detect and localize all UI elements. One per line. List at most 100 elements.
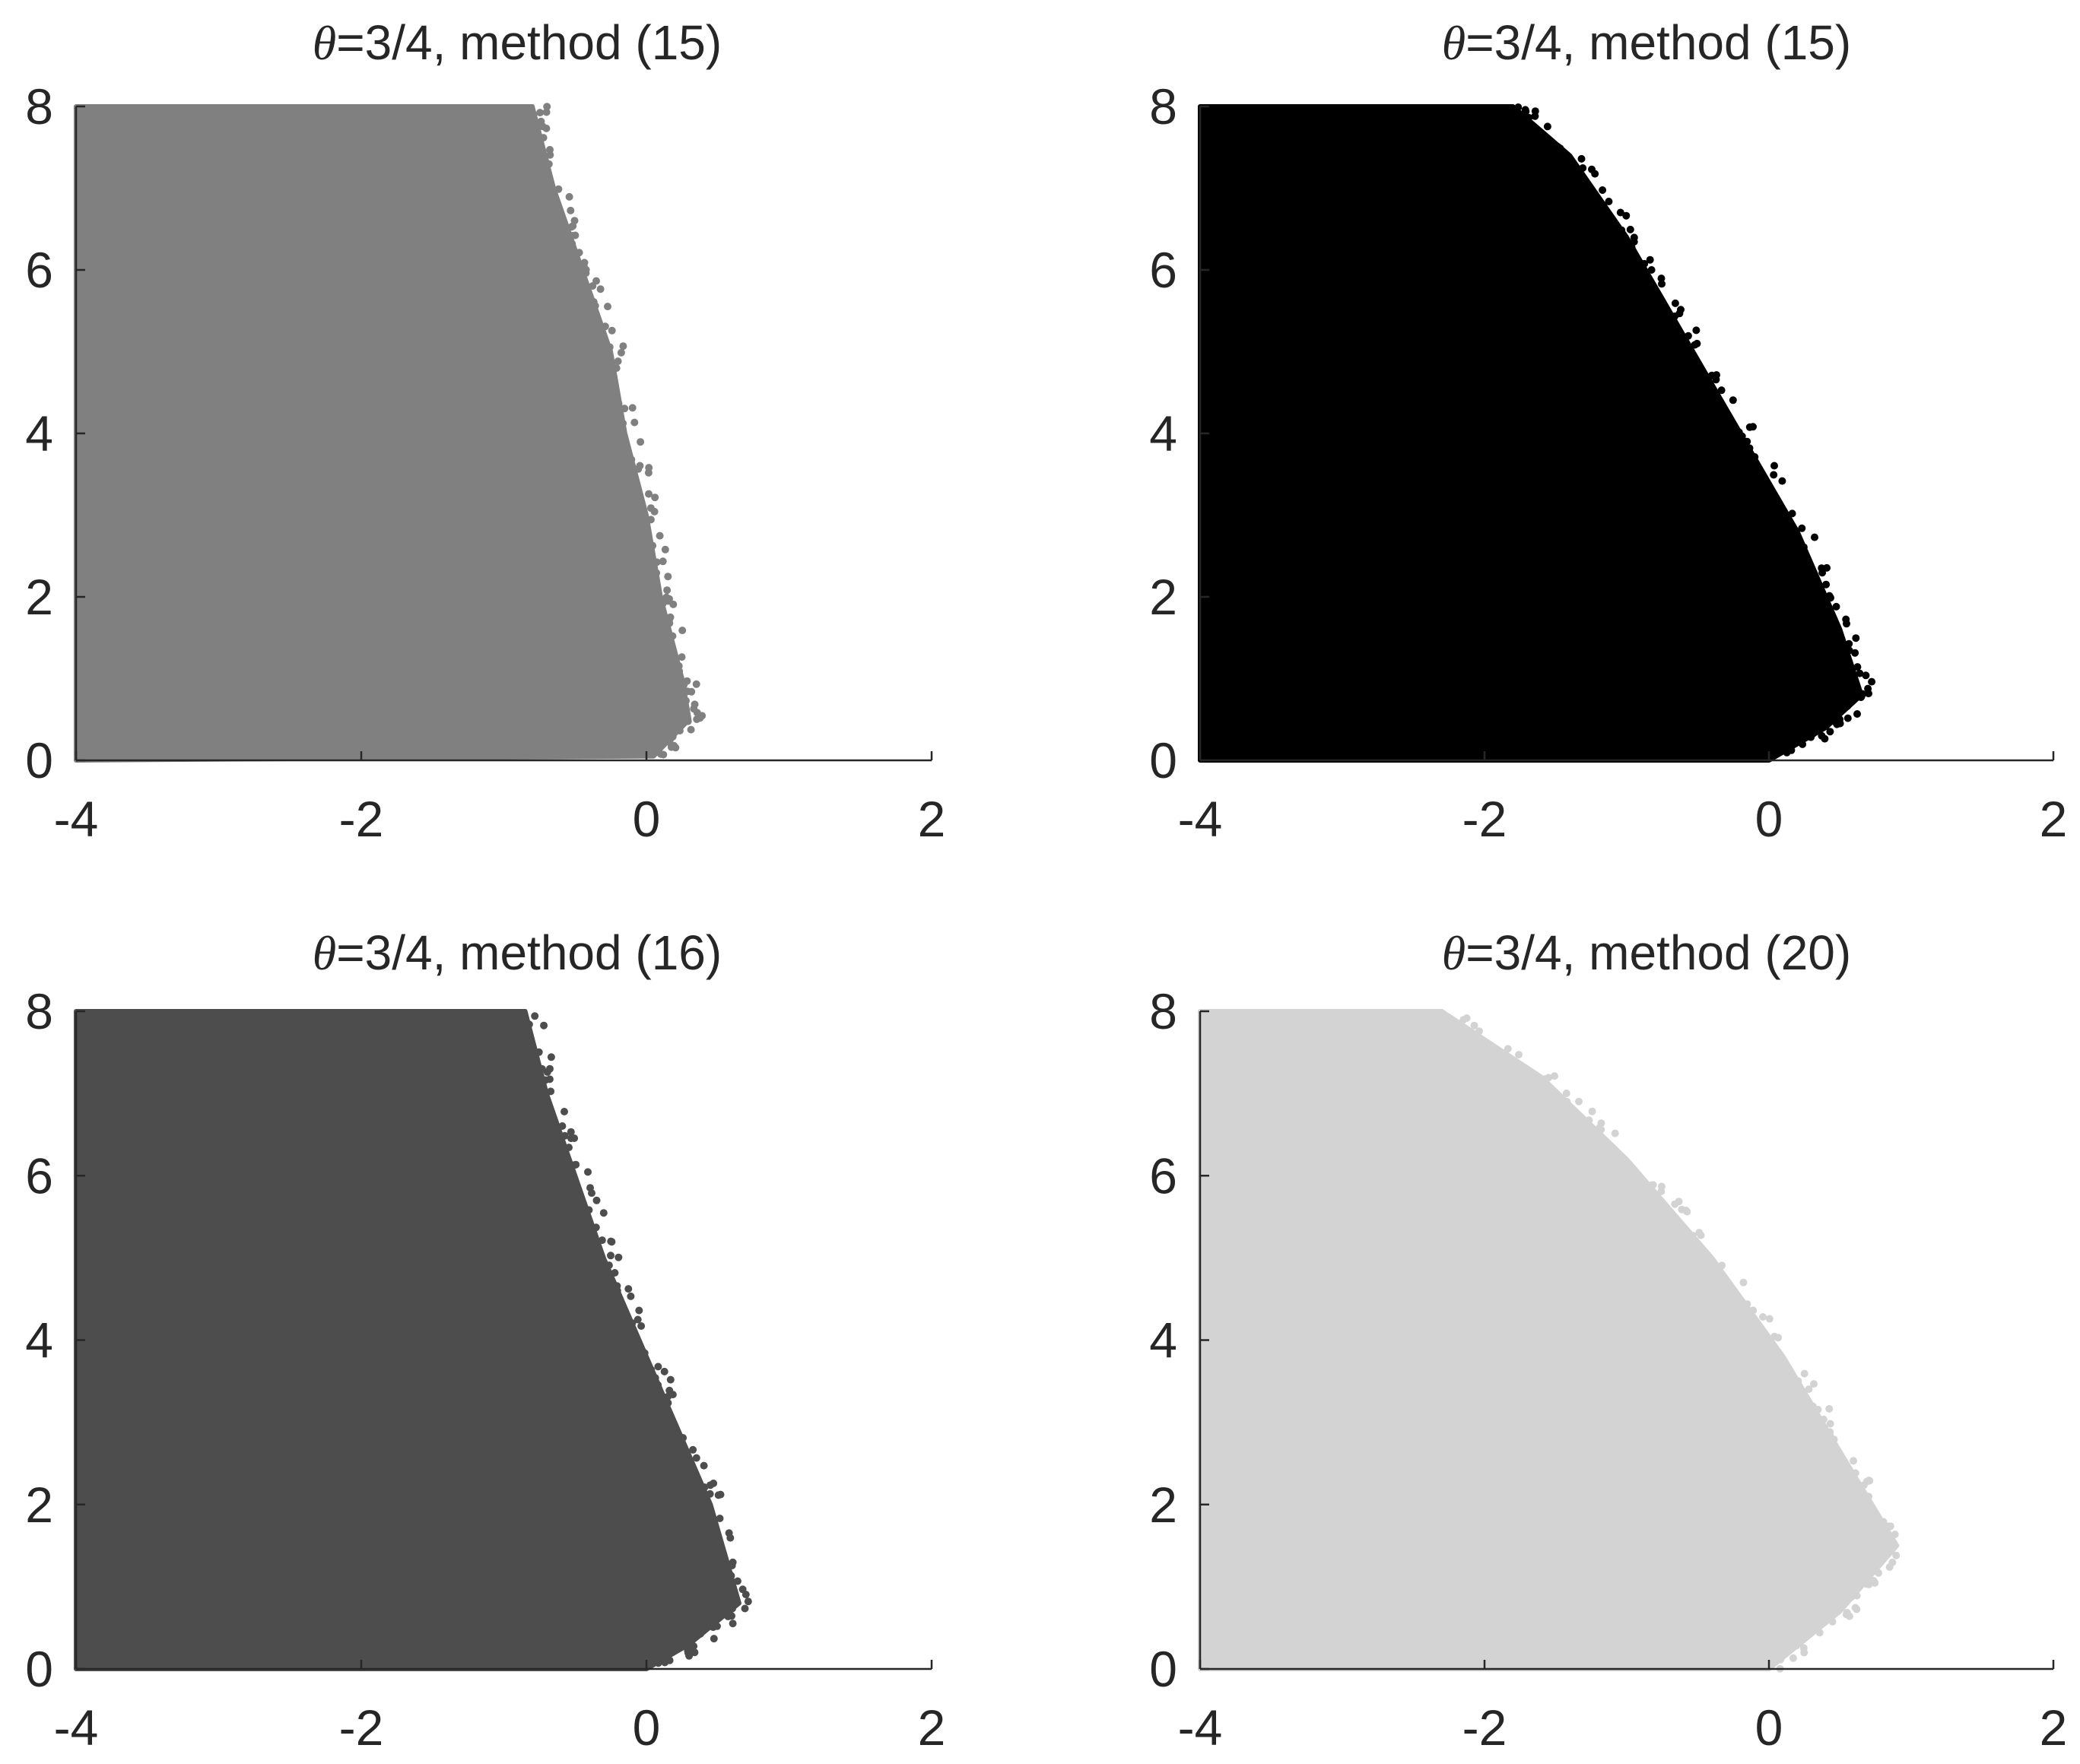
- scatter-point: [1585, 1116, 1593, 1125]
- scatter-point: [1514, 103, 1523, 111]
- scatter-point: [1671, 299, 1679, 307]
- scatter-point: [1718, 1261, 1726, 1270]
- x-tick-label: -2: [339, 791, 384, 847]
- scatter-point: [654, 1381, 662, 1389]
- scatter-point: [630, 418, 639, 427]
- scatter-point: [628, 404, 637, 412]
- scatter-point: [571, 231, 580, 240]
- scatter-point: [657, 750, 665, 758]
- scatter-point: [621, 405, 629, 413]
- scatter-point: [1793, 1642, 1801, 1650]
- y-tick-label: 8: [1149, 78, 1177, 135]
- scatter-point: [1577, 154, 1586, 163]
- scatter-point: [1806, 730, 1815, 738]
- scatter-point: [1647, 266, 1656, 274]
- scatter-point: [1713, 371, 1720, 379]
- x-tick-label: -2: [339, 1699, 384, 1756]
- scatter-point: [592, 277, 600, 285]
- scatter-point: [637, 438, 645, 446]
- scatter-point: [1853, 663, 1862, 671]
- scatter-point: [1649, 1181, 1657, 1189]
- scatter-point: [614, 1253, 623, 1261]
- scatter-point: [598, 1236, 606, 1245]
- scatter-point: [635, 1306, 643, 1315]
- scatter-point: [1825, 1404, 1834, 1413]
- scatter-points: [1198, 103, 1876, 763]
- scatter-point: [726, 1569, 734, 1578]
- scatter-point: [1470, 1021, 1478, 1030]
- scatter-point: [1783, 748, 1791, 757]
- scatter-point: [1562, 153, 1570, 161]
- scatter-point: [599, 1209, 608, 1217]
- scatter-point: [560, 1108, 568, 1115]
- scatter-point: [525, 1020, 533, 1029]
- scatter-point: [1692, 326, 1701, 335]
- scatter-point: [546, 1064, 554, 1073]
- scatter-point: [604, 303, 611, 311]
- panel-bottom-left: θ=3/4, method (16) 0 2 4 6 8 -4 -2 0 2: [25, 925, 945, 1756]
- scatter-point: [1865, 1493, 1873, 1501]
- scatter-point: [1770, 471, 1778, 479]
- x-tick-label: -2: [1462, 1699, 1507, 1756]
- scatter-point: [1799, 740, 1807, 748]
- scatter-point: [1691, 341, 1699, 349]
- scatter-point: [674, 1430, 682, 1439]
- panel-title: θ=3/4, method (16): [313, 925, 722, 980]
- scatter-point: [692, 1454, 700, 1462]
- scatter-point: [582, 265, 590, 274]
- panel-title: θ=3/4, method (15): [313, 15, 722, 70]
- scatter-point: [649, 541, 657, 550]
- scatter-point: [546, 151, 554, 159]
- axes: 0 2 4 6 8 -4 -2 0 2: [25, 983, 945, 1756]
- scatter-point: [627, 1292, 635, 1300]
- scatter-point: [666, 735, 674, 744]
- panel-top-right: θ=3/4, method (15) 0 2 4 6 8 -4 -2 0 2: [1149, 15, 2067, 847]
- point-cloud: [1198, 104, 1864, 763]
- scatter-point: [1799, 543, 1808, 551]
- scatter-point: [1770, 462, 1778, 470]
- scatter-point: [725, 1529, 733, 1537]
- scatter-point: [1759, 1313, 1767, 1321]
- scatter-point: [605, 1261, 613, 1270]
- scatter-point: [1597, 1119, 1605, 1128]
- scatter-point: [1618, 226, 1626, 234]
- x-tick-label: 0: [633, 791, 661, 847]
- scatter-point: [617, 348, 625, 357]
- scatter-point: [1622, 211, 1631, 220]
- scatter-point: [1871, 1578, 1879, 1587]
- scatter-point: [565, 1144, 573, 1152]
- scatter-point: [614, 357, 622, 366]
- scatter-point: [729, 1620, 737, 1628]
- scatter-point: [675, 667, 684, 675]
- scatter-point: [1473, 1033, 1481, 1042]
- scatter-point: [592, 1196, 601, 1204]
- panel-top-left: θ=3/4, method (15) 0 2 4 6 8 -4 -2 0 2: [25, 15, 945, 847]
- y-tick-label: 2: [25, 1477, 53, 1533]
- scatter-point: [1885, 1563, 1894, 1571]
- scatter-point: [1853, 710, 1861, 718]
- scatter-point: [583, 1214, 592, 1223]
- scatter-point: [601, 322, 609, 331]
- scatter-point: [1788, 509, 1796, 518]
- scatter-point: [664, 573, 672, 581]
- scatter-point: [661, 1658, 669, 1667]
- scatter-point: [663, 586, 672, 595]
- scatter-point: [1599, 186, 1607, 194]
- scatter-point: [1677, 306, 1685, 314]
- scatter-point: [1853, 1605, 1861, 1613]
- scatter-point: [567, 1134, 575, 1143]
- scatter-point: [1749, 1306, 1758, 1315]
- scatter-point: [654, 1659, 662, 1667]
- scatter-point: [613, 1287, 621, 1295]
- scatter-point: [621, 439, 630, 447]
- x-tick-label: 2: [2040, 1699, 2068, 1756]
- scatter-point: [1800, 1369, 1808, 1378]
- scatter-point: [1551, 1072, 1558, 1080]
- scatter-point: [700, 1461, 708, 1470]
- scatter-point: [536, 109, 544, 117]
- scatter-point: [1843, 1608, 1851, 1616]
- scatter-point: [548, 1111, 556, 1119]
- scatter-point: [1875, 1569, 1882, 1577]
- scatter-point: [664, 1399, 672, 1407]
- scatter-point: [650, 507, 659, 516]
